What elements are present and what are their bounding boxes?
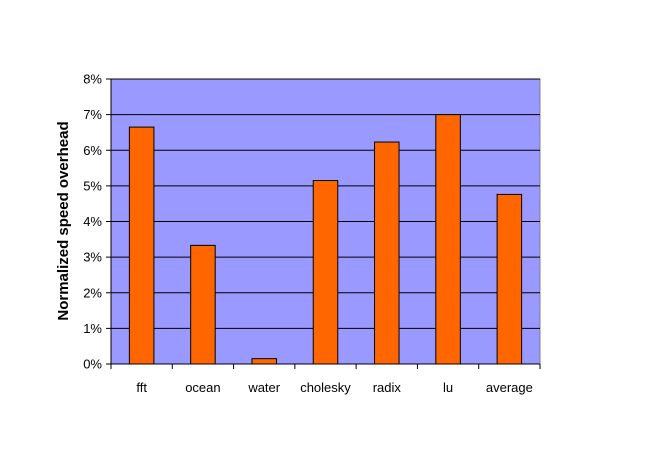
y-tick-label: 5% [83, 178, 102, 193]
y-tick-label: 1% [83, 321, 102, 336]
x-tick-label-cholesky: cholesky [300, 380, 351, 395]
x-tick-label-radix: radix [373, 380, 402, 395]
y-tick-label: 2% [83, 285, 102, 300]
x-tick-label-ocean: ocean [185, 380, 220, 395]
y-tick-label: 6% [83, 143, 102, 158]
bars [128, 114, 523, 365]
bar-cholesky [312, 180, 339, 365]
bar-average [496, 193, 523, 365]
bar-fft [128, 126, 155, 365]
bar-ocean [190, 244, 216, 365]
bar-radix [374, 141, 400, 365]
y-tick-label: 4% [83, 214, 102, 229]
y-tick-label: 7% [83, 107, 102, 122]
y-axis-title: Normalized speed overhead [55, 121, 72, 320]
y-tick-label: 0% [83, 357, 102, 372]
x-tick-label-average: average [486, 380, 533, 395]
x-tick-label-fft: fft [136, 380, 147, 395]
x-tick-label-water: water [247, 380, 280, 395]
x-tick-label-lu: lu [443, 380, 453, 395]
y-tick-label: 3% [83, 250, 102, 265]
y-axis-ticks: 0% 1% 2% 3% 4% 5% 6% 7% 8% [83, 72, 112, 372]
bar-lu [435, 114, 461, 365]
x-axis-ticks: fft ocean water cholesky radix lu average [110, 363, 541, 395]
bar-water [251, 358, 277, 365]
y-tick-label: 8% [83, 72, 102, 87]
